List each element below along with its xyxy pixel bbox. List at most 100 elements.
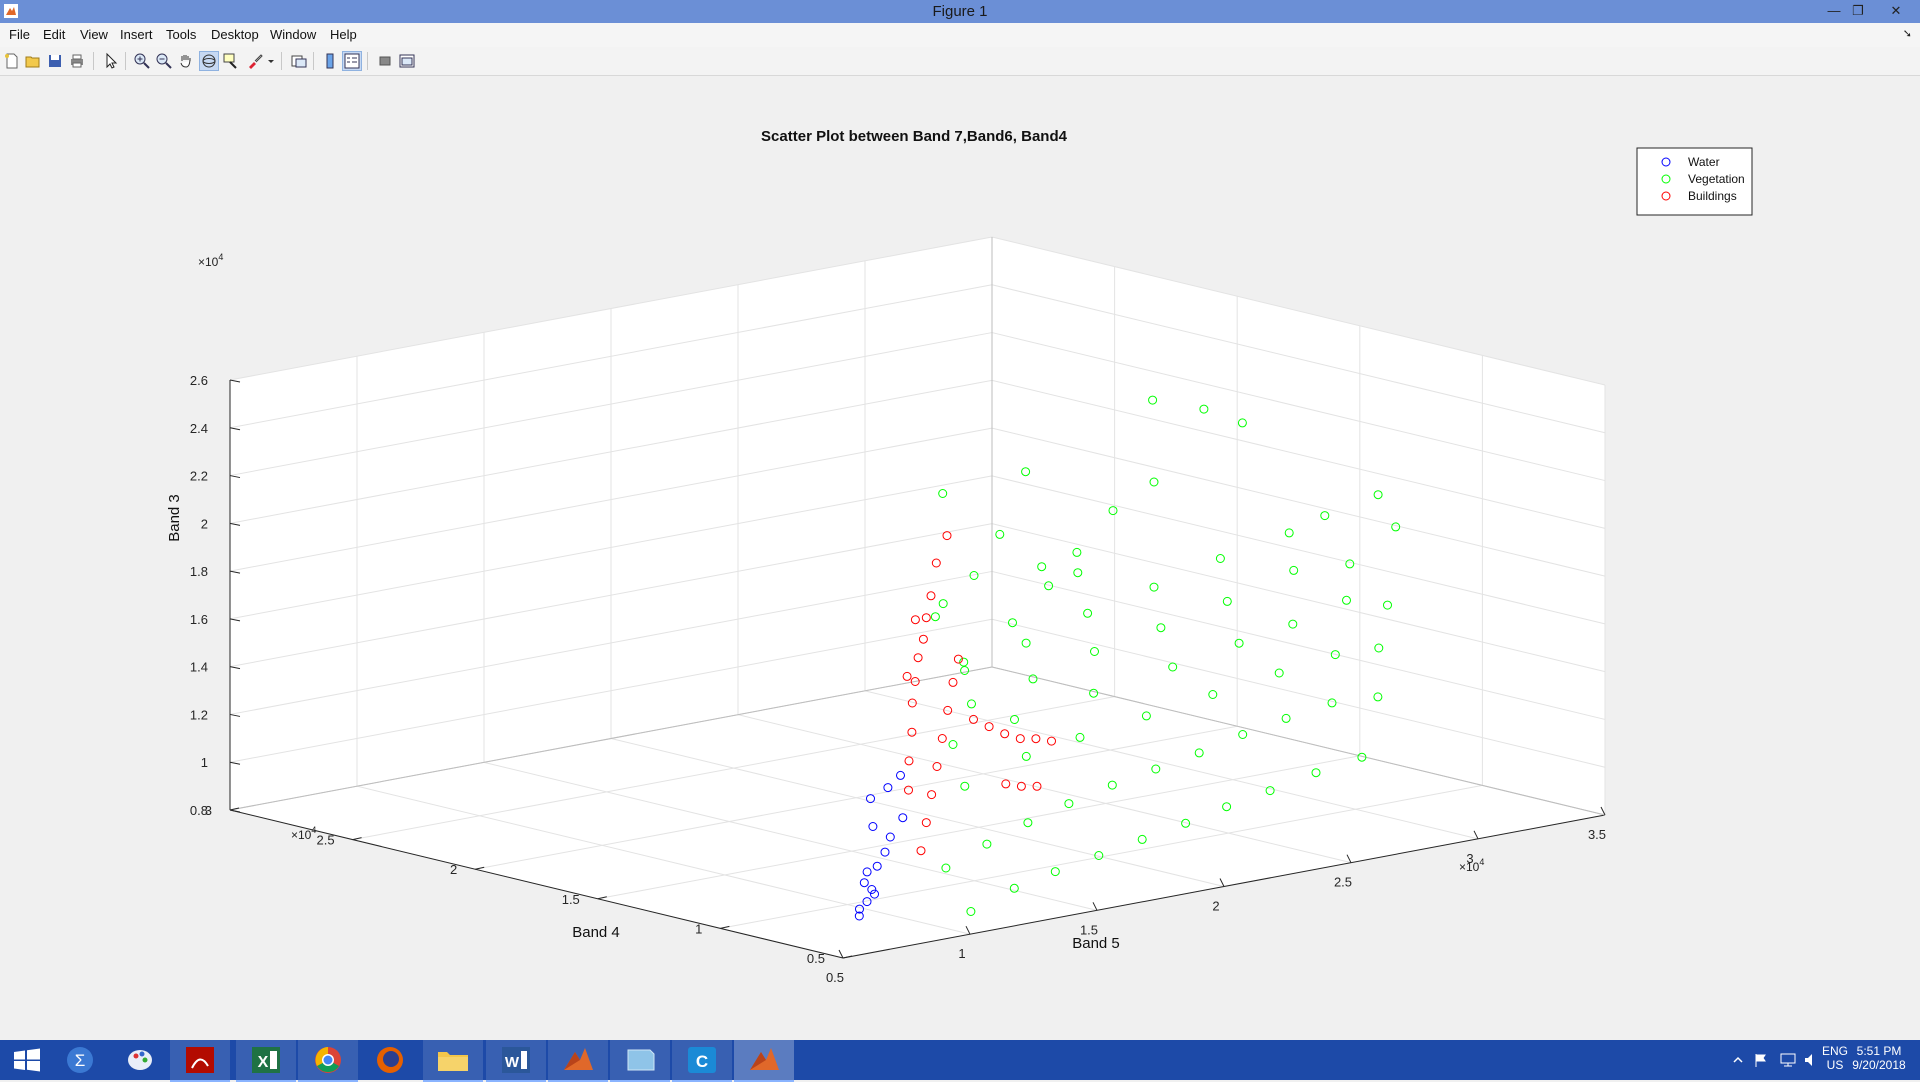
point-vegetation xyxy=(1374,643,1384,653)
zoom-in-icon[interactable] xyxy=(133,52,151,70)
point-vegetation xyxy=(1373,692,1383,702)
point-vegetation xyxy=(1383,600,1392,610)
pan-icon[interactable] xyxy=(177,52,195,70)
print-icon[interactable] xyxy=(68,52,86,70)
point-buildings xyxy=(1047,736,1056,746)
figure-canvas[interactable]: Scatter Plot between Band 7,Band6, Band4… xyxy=(0,76,1920,1039)
matlab-taskbar-icon[interactable] xyxy=(548,1040,608,1082)
data-cursor-icon[interactable] xyxy=(222,52,240,70)
legend-icon[interactable] xyxy=(342,51,362,71)
start-windows-icon[interactable] xyxy=(0,1040,60,1080)
point-water xyxy=(883,783,893,793)
gridline xyxy=(229,236,993,381)
gridline xyxy=(229,379,993,524)
file-explorer-icon[interactable] xyxy=(423,1040,483,1082)
point-vegetation xyxy=(1345,559,1355,569)
menu-desktop[interactable]: Desktop xyxy=(211,27,259,42)
point-buildings xyxy=(910,615,920,625)
open-file-icon[interactable] xyxy=(24,52,42,70)
point-buildings xyxy=(916,846,926,856)
mathtype-sigma-icon[interactable]: Σ xyxy=(50,1040,110,1080)
point-vegetation xyxy=(1072,547,1082,557)
rotate-3d-icon[interactable] xyxy=(199,51,219,71)
show-plot-tools-icon[interactable] xyxy=(398,52,416,70)
y-tick-mark xyxy=(720,925,730,929)
point-vegetation xyxy=(960,781,970,791)
excel-icon[interactable]: X xyxy=(236,1040,296,1082)
z-tick-mark xyxy=(229,666,241,670)
new-figure-icon[interactable] xyxy=(3,52,21,70)
gridline xyxy=(720,784,1483,929)
gridline xyxy=(991,570,1606,720)
gridline xyxy=(991,332,1606,482)
edit-plot-icon[interactable] xyxy=(102,52,120,70)
point-vegetation xyxy=(1284,528,1294,538)
acrobat-reader-icon[interactable] xyxy=(170,1040,230,1082)
minimize-button[interactable]: — xyxy=(1827,3,1841,18)
c-app-icon[interactable]: C xyxy=(672,1040,732,1082)
action-center-flag-icon[interactable] xyxy=(1753,1052,1769,1068)
y-tick-mark xyxy=(475,866,485,870)
z-tick-label: 2 xyxy=(201,516,208,531)
z-tick-mark xyxy=(229,761,241,765)
menu-file[interactable]: File xyxy=(9,27,30,42)
matlab-figure-taskbar-icon[interactable] xyxy=(734,1040,794,1082)
toolbar-separator xyxy=(125,52,126,70)
gridline xyxy=(229,284,993,429)
close-button[interactable]: ✕ xyxy=(1890,3,1902,18)
notes-app-icon[interactable] xyxy=(610,1040,670,1082)
firefox-icon[interactable] xyxy=(360,1040,420,1080)
x-tick-mark xyxy=(1600,806,1606,816)
z-axis-label: Band 3 xyxy=(166,494,183,542)
brush-dropdown-icon[interactable] xyxy=(266,52,276,70)
network-icon[interactable] xyxy=(1779,1052,1797,1068)
menu-insert[interactable]: Insert xyxy=(120,27,153,42)
z-tick-mark xyxy=(229,809,241,813)
menu-tools[interactable]: Tools xyxy=(166,27,197,42)
brush-icon[interactable] xyxy=(246,52,264,70)
point-buildings xyxy=(902,671,912,681)
point-vegetation xyxy=(1083,608,1093,618)
menu-view[interactable]: View xyxy=(80,27,108,42)
point-buildings xyxy=(904,756,914,766)
restore-button[interactable]: ❐ xyxy=(1852,3,1864,18)
save-icon[interactable] xyxy=(46,52,64,70)
matlab-app-icon xyxy=(4,4,18,18)
volume-icon[interactable] xyxy=(1803,1052,1821,1068)
x-tick-label: 1 xyxy=(958,946,965,961)
menu-edit[interactable]: Edit xyxy=(43,27,66,42)
menu-help[interactable]: Help xyxy=(330,27,357,42)
toolbar-separator xyxy=(93,52,94,70)
point-vegetation xyxy=(1089,688,1099,698)
menu-window[interactable]: Window xyxy=(270,27,317,42)
svg-text:Σ: Σ xyxy=(75,1051,86,1070)
legend-label-vegetation: Vegetation xyxy=(1688,172,1745,186)
point-vegetation xyxy=(938,489,948,498)
point-buildings xyxy=(926,591,936,601)
gridline xyxy=(475,725,1238,870)
input-language-indicator[interactable]: ENG US xyxy=(1821,1044,1848,1072)
point-vegetation xyxy=(1281,713,1291,723)
point-vegetation xyxy=(1237,418,1247,428)
z-tick-mark xyxy=(229,570,241,574)
point-buildings xyxy=(918,634,928,644)
legend-box xyxy=(1636,147,1753,216)
point-water xyxy=(885,832,895,842)
point-buildings xyxy=(1031,734,1041,744)
dock-figure-icon[interactable]: ➘ xyxy=(1902,28,1912,40)
word-icon[interactable]: W xyxy=(486,1040,546,1082)
colorbar-icon[interactable] xyxy=(321,52,339,70)
link-plot-icon[interactable] xyxy=(290,52,308,70)
chrome-icon[interactable] xyxy=(298,1040,358,1082)
paint-icon[interactable] xyxy=(110,1040,170,1080)
chart-title: Scatter Plot between Band 7,Band6, Band4 xyxy=(761,128,1068,145)
zoom-out-icon[interactable] xyxy=(155,52,173,70)
point-vegetation xyxy=(967,699,976,709)
chart-legend[interactable]: Water Vegetation Buildings xyxy=(1636,147,1753,216)
gridline xyxy=(229,618,993,763)
point-vegetation xyxy=(1265,786,1275,796)
point-buildings xyxy=(942,531,952,541)
hide-plot-tools-icon[interactable] xyxy=(376,52,394,70)
clock[interactable]: 5:51 PM 9/20/2018 xyxy=(1852,1044,1906,1072)
show-hidden-icons-icon[interactable] xyxy=(1732,1054,1744,1066)
